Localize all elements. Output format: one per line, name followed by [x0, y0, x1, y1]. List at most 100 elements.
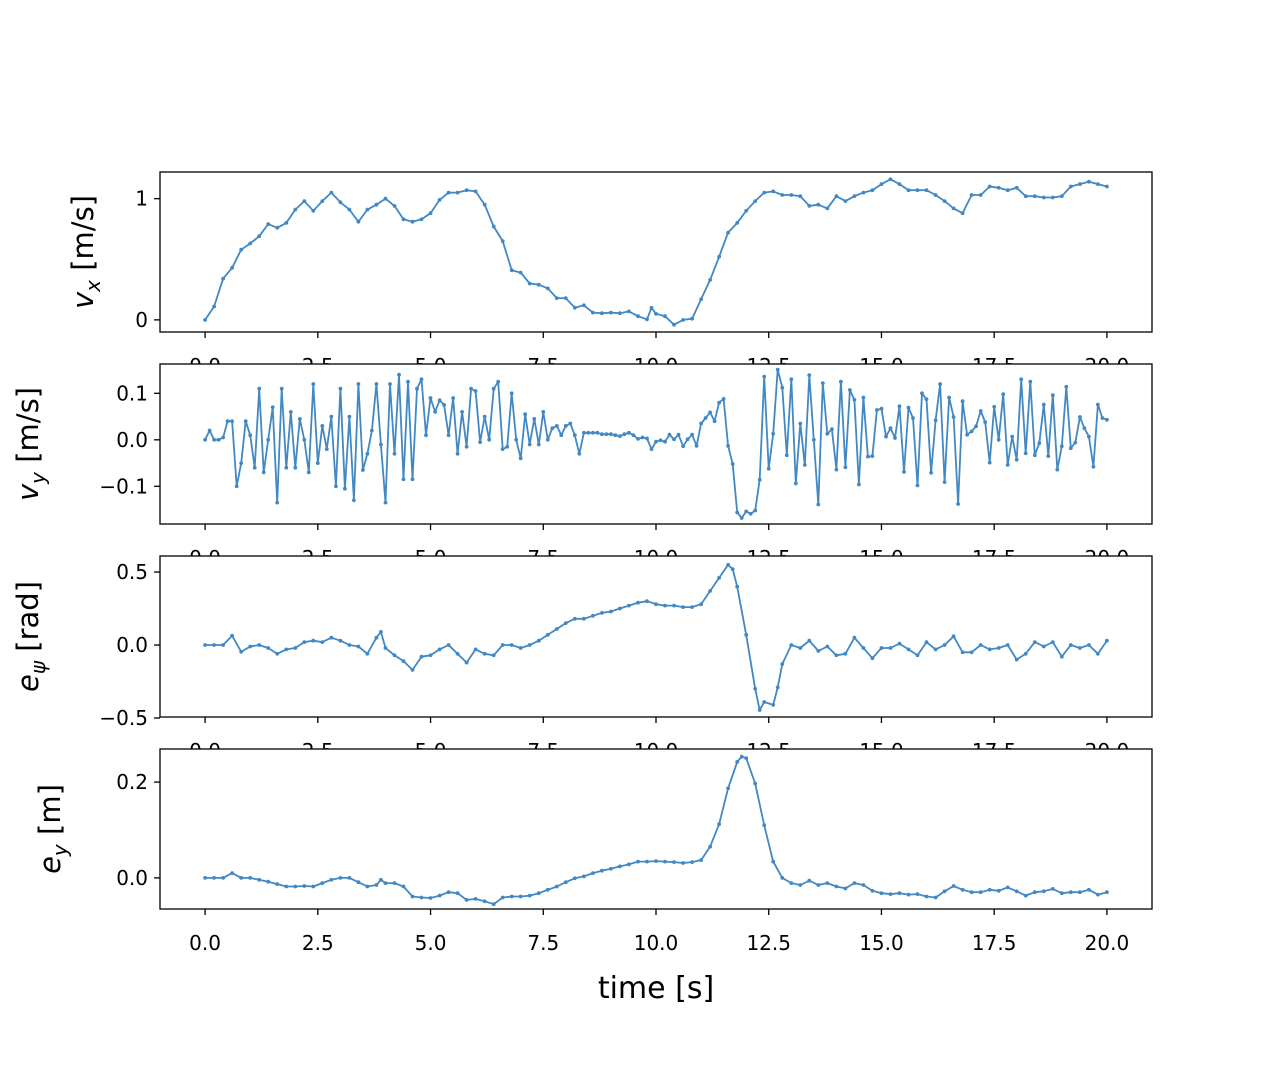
data-point [636, 437, 640, 441]
data-point [627, 603, 631, 608]
data-point [1078, 890, 1082, 895]
data-point [582, 616, 586, 621]
data-point [455, 190, 460, 195]
data-point [270, 405, 275, 410]
data-point [338, 638, 343, 643]
data-point [248, 644, 253, 649]
data-point [730, 462, 735, 466]
data-point [857, 482, 861, 487]
data-point [879, 406, 884, 411]
subplot-vx: 010.02.55.07.510.012.515.017.520.0vx [m/… [66, 171, 1153, 378]
data-point [681, 861, 685, 865]
data-point [645, 859, 649, 864]
data-point [541, 410, 546, 414]
data-point [681, 605, 685, 609]
data-point [1059, 194, 1064, 199]
y-tick-label: 0.0 [116, 633, 148, 657]
data-point [1050, 195, 1055, 200]
data-point [1087, 179, 1091, 184]
data-point [654, 311, 658, 316]
data-point [663, 314, 667, 319]
data-point [1055, 467, 1060, 472]
data-point [816, 649, 821, 653]
x-tick-label: 17.5 [972, 931, 1017, 955]
data-point [992, 404, 997, 409]
data-point [897, 404, 902, 409]
data-point [703, 416, 708, 420]
y-tick-label: −0.5 [99, 706, 148, 730]
data-point [762, 700, 767, 704]
data-point [974, 424, 978, 429]
data-point [586, 430, 591, 435]
data-point [446, 890, 451, 895]
data-point [302, 884, 307, 888]
data-point [455, 651, 460, 656]
data-point [978, 409, 983, 413]
data-point [410, 894, 415, 899]
data-point [929, 470, 933, 475]
data-point [401, 477, 406, 482]
data-point [1032, 194, 1037, 199]
data-point [1005, 463, 1010, 467]
data-point [275, 500, 280, 505]
data-point [487, 437, 492, 442]
data-point [825, 431, 830, 436]
data-point [627, 862, 631, 867]
data-point [915, 892, 920, 896]
data-point [365, 651, 370, 656]
data-point [320, 881, 325, 885]
data-point [591, 871, 595, 875]
data-point [789, 881, 794, 885]
y-label-subscript: ψ [26, 660, 50, 674]
data-point [320, 424, 325, 428]
data-point [419, 377, 424, 382]
data-point [789, 643, 794, 647]
data-point [216, 437, 221, 442]
data-point [406, 379, 410, 384]
data-point [257, 877, 262, 882]
data-point [478, 440, 482, 444]
data-point [690, 432, 694, 437]
data-point [415, 386, 419, 391]
data-point [392, 451, 397, 456]
data-point [888, 426, 893, 431]
data-point [933, 193, 938, 197]
data-point [451, 396, 455, 400]
data-point [762, 190, 767, 195]
data-point [843, 465, 848, 470]
data-point [545, 887, 550, 892]
data-point [938, 382, 942, 386]
data-point [509, 643, 514, 647]
data-point [509, 894, 514, 899]
data-point [311, 884, 316, 889]
data-point [739, 516, 744, 520]
data-point [744, 756, 749, 760]
data-point [649, 305, 654, 310]
data-point [879, 646, 884, 650]
data-point [568, 421, 573, 426]
data-point [563, 621, 568, 625]
data-point [482, 651, 487, 656]
y-axis-label-ey: ey [m] [33, 784, 72, 874]
y-tick-label: 0 [135, 308, 148, 332]
data-point [491, 902, 496, 907]
data-point [572, 433, 577, 438]
subplot-epsi: 0.50.0−0.50.02.55.07.510.012.515.017.520… [11, 555, 1153, 763]
data-point [203, 643, 208, 647]
data-point [352, 498, 356, 503]
data-point [960, 887, 965, 892]
data-point [482, 414, 487, 419]
data-point [987, 184, 992, 189]
data-point [347, 207, 352, 212]
subplot-ey: 0.2 0.0 0.0 2.5 5.0 7.5 10.0 12.5 15.0 17.5 20.0 ey… [33, 748, 1153, 955]
data-point [960, 399, 965, 404]
data-point [735, 510, 740, 515]
data-point [636, 314, 640, 319]
data-point [1096, 651, 1100, 656]
data-point [221, 643, 226, 647]
data-point [825, 206, 830, 211]
data-point [717, 822, 721, 827]
data-point [771, 431, 776, 436]
data-point [798, 883, 803, 887]
data-point [893, 436, 897, 440]
